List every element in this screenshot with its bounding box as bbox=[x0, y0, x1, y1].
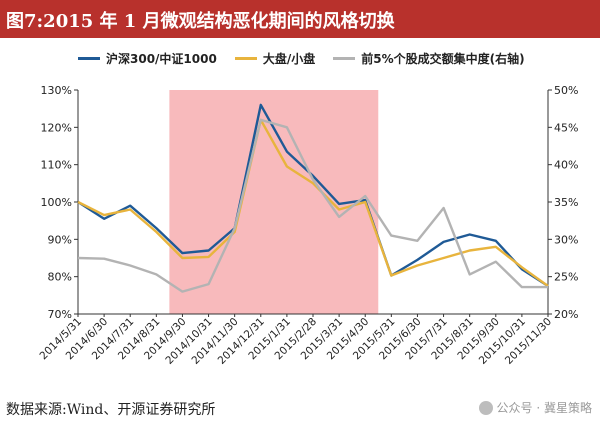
y-left-tick-label: 120% bbox=[41, 121, 72, 134]
y-right-tick-label: 40% bbox=[554, 159, 578, 172]
wechat-icon bbox=[478, 400, 493, 415]
legend-item-concentration: 前5%个股成交额集中度(右轴) bbox=[333, 50, 525, 67]
title-bar: 图7:2015 年 1 月微观结构恶化期间的风格切换 bbox=[0, 0, 600, 38]
y-left-tick-label: 100% bbox=[41, 196, 72, 209]
y-right-tick-label: 30% bbox=[554, 233, 578, 246]
y-right-tick-label: 35% bbox=[554, 196, 578, 209]
legend-item-csi300-csi1000: 沪深300/中证1000 bbox=[78, 50, 217, 67]
y-right-tick-label: 45% bbox=[554, 121, 578, 134]
y-left-tick-label: 90% bbox=[48, 233, 72, 246]
y-left-tick-label: 130% bbox=[41, 84, 72, 97]
y-right-tick-label: 50% bbox=[554, 84, 578, 97]
legend-swatch bbox=[333, 57, 356, 60]
legend-label: 沪深300/中证1000 bbox=[106, 52, 217, 66]
y-left-tick-label: 110% bbox=[41, 159, 72, 172]
source-note: 数据来源:Wind、开源证券研究所 bbox=[6, 402, 216, 418]
series-line-2 bbox=[77, 118, 548, 293]
watermark-text: 公众号 · 冀星策略 bbox=[496, 401, 592, 415]
watermark: 公众号 · 冀星策略 bbox=[478, 399, 592, 416]
legend-swatch bbox=[234, 57, 257, 60]
legend-item-large-small: 大盘/小盘 bbox=[234, 50, 316, 67]
y-right-tick-label: 25% bbox=[554, 271, 578, 284]
legend-label: 大盘/小盘 bbox=[262, 52, 316, 66]
legend-swatch bbox=[78, 57, 100, 60]
y-right-tick-label: 20% bbox=[554, 308, 578, 321]
line-chart: 70% 80% 90% 100% 110% 120% 130% 20% 25% 30% 35% 40%… bbox=[38, 84, 579, 367]
y-left-tick-label: 80% bbox=[48, 271, 72, 284]
legend-label: 前5%个股成交额集中度(右轴) bbox=[361, 52, 525, 66]
legend: 沪深300/中证1000 大盘/小盘 前5%个股成交额集中度(右轴) bbox=[78, 50, 525, 67]
series-line-1 bbox=[77, 118, 549, 287]
y-left-tick-label: 70% bbox=[48, 308, 72, 321]
chart-title: 图7:2015 年 1 月微观结构恶化期间的风格切换 bbox=[6, 11, 395, 32]
series-line-0 bbox=[77, 103, 549, 288]
